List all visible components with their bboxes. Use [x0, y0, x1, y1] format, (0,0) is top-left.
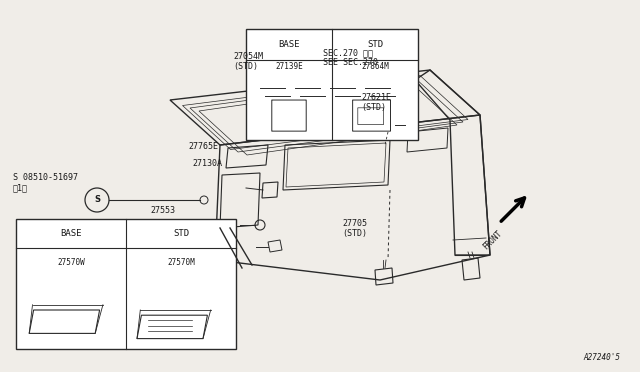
Bar: [16, 219, 236, 349]
Text: SEC.270 参照
SEE SEC.270: SEC.270 参照 SEE SEC.270: [323, 48, 378, 67]
Text: 27139E: 27139E: [275, 62, 303, 71]
Text: 27570W: 27570W: [57, 258, 85, 267]
Text: BASE: BASE: [278, 40, 300, 49]
Text: S 08510-51697
（1）: S 08510-51697 （1）: [13, 173, 78, 192]
Text: STD: STD: [173, 229, 189, 238]
Text: A27240'5: A27240'5: [583, 353, 620, 362]
Text: 27705
(STD): 27705 (STD): [342, 219, 367, 238]
Text: S: S: [94, 196, 100, 205]
Text: 27130A: 27130A: [192, 159, 222, 168]
Text: FRONT: FRONT: [481, 228, 504, 251]
Text: 27054M
(STD): 27054M (STD): [234, 52, 264, 71]
Text: 27570M: 27570M: [167, 258, 195, 267]
Text: 27864M: 27864M: [361, 62, 389, 71]
Bar: [246, 29, 418, 140]
Text: 27621E
(STD): 27621E (STD): [362, 93, 392, 112]
Text: 27553: 27553: [150, 206, 175, 215]
Text: BASE: BASE: [60, 229, 82, 238]
Text: STD: STD: [367, 40, 383, 49]
Text: 27765E: 27765E: [189, 142, 219, 151]
